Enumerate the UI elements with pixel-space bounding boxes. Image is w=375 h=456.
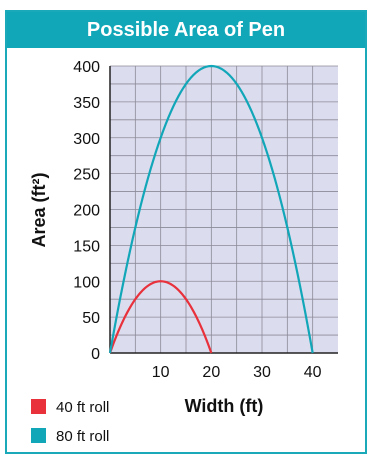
- y-tick-label: 400: [73, 59, 100, 76]
- legend-label: 80 ft roll: [56, 428, 109, 445]
- x-tick-label: 30: [253, 364, 271, 381]
- x-tick-label: 40: [304, 364, 322, 381]
- x-tick-label: 20: [202, 364, 220, 381]
- y-tick-label: 100: [73, 274, 100, 291]
- y-tick-label: 200: [73, 203, 100, 220]
- series-line-roll-40: [108, 280, 213, 354]
- y-tick-label: 50: [82, 310, 100, 327]
- series-line-roll-80: [108, 64, 314, 354]
- legend-swatch: [31, 399, 46, 414]
- y-axis-title: Area (ft²): [29, 172, 49, 247]
- legend-swatch: [31, 428, 46, 443]
- y-tick-label: 300: [73, 131, 100, 148]
- x-tick-label: 10: [152, 364, 170, 381]
- y-tick-label: 150: [73, 238, 100, 255]
- chart-title: Possible Area of Pen: [7, 12, 365, 48]
- x-axis-title: Width (ft): [185, 396, 264, 416]
- legend-label: 40 ft roll: [56, 399, 109, 416]
- y-tick-label: 350: [73, 95, 100, 112]
- y-tick-label: 250: [73, 167, 100, 184]
- y-tick-label: 0: [91, 346, 100, 363]
